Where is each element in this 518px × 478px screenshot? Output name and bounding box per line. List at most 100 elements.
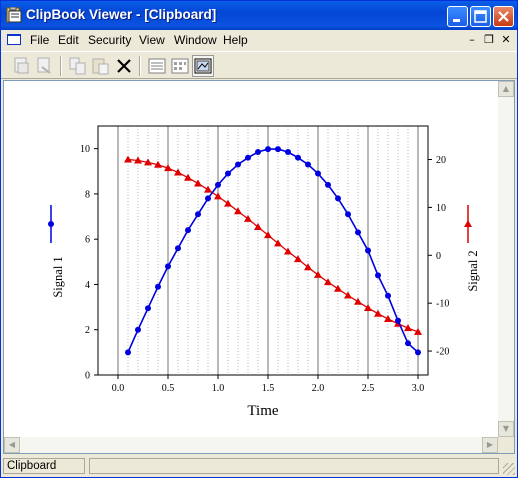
scroll-right-icon[interactable]: ▶ xyxy=(482,437,498,453)
data-point-signal-1 xyxy=(305,161,311,168)
menu-window[interactable]: Window xyxy=(174,33,217,47)
status-text: Clipboard xyxy=(3,458,85,474)
scroll-up-icon[interactable]: ▲ xyxy=(498,81,514,97)
status-bar: Clipboard xyxy=(1,456,517,477)
data-point-signal-1 xyxy=(145,305,151,312)
data-point-signal-2 xyxy=(244,214,252,222)
data-point-signal-2 xyxy=(174,168,182,176)
data-point-signal-1 xyxy=(155,283,161,290)
x-tick-label: 3.0 xyxy=(412,383,425,394)
series-line-signal-1 xyxy=(127,148,419,353)
full-page-icon xyxy=(194,58,212,74)
x-tick-label: 2.0 xyxy=(312,383,325,394)
data-point-signal-2 xyxy=(344,291,352,299)
y-left-tick-label: 4 xyxy=(85,280,90,291)
menu-bar: File Edit Security View Window Help – ❐ … xyxy=(1,30,517,50)
maximize-button[interactable] xyxy=(470,6,491,27)
table-of-contents-icon xyxy=(148,58,166,74)
table-of-contents-button[interactable] xyxy=(146,55,168,77)
data-point-signal-1 xyxy=(315,170,321,177)
data-point-signal-1 xyxy=(355,229,361,236)
data-point-signal-2 xyxy=(304,263,312,271)
x-tick-label: 2.5 xyxy=(362,383,375,394)
menu-edit[interactable]: Edit xyxy=(58,33,79,47)
data-point-signal-2 xyxy=(334,284,342,292)
data-point-signal-2 xyxy=(214,192,222,200)
clipboard-view: 0.0 0.5 1.0 1.5 2.0 2.5 3.0 0 2 4 6 8 10 -20 -10 0 10 20 T… xyxy=(3,80,515,454)
data-point-signal-2 xyxy=(314,270,322,278)
close-button[interactable] xyxy=(493,6,514,27)
paste-icon xyxy=(92,58,109,75)
toolbar xyxy=(1,51,517,79)
x-tick-label: 1.0 xyxy=(212,383,225,394)
data-point-signal-2 xyxy=(154,160,162,168)
full-page-button[interactable] xyxy=(192,55,214,77)
thumbnails-button[interactable] xyxy=(169,55,191,77)
disconnect-button[interactable] xyxy=(34,55,56,77)
horizontal-scrollbar[interactable]: ◀ ▶ xyxy=(4,437,498,453)
data-point-signal-2 xyxy=(144,158,152,166)
menu-file[interactable]: File xyxy=(30,33,50,47)
scroll-down-icon[interactable]: ▼ xyxy=(498,421,514,437)
data-point-signal-1 xyxy=(175,245,181,252)
chart: 0.0 0.5 1.0 1.5 2.0 2.5 3.0 0 2 4 6 8 10 -20 -10 0 10 20 T… xyxy=(48,125,480,419)
window-title: ClipBook Viewer - [Clipboard] xyxy=(26,7,217,22)
connect-button[interactable] xyxy=(11,55,33,77)
resize-grip[interactable] xyxy=(503,463,515,475)
data-point-signal-2 xyxy=(284,247,292,255)
data-point-signal-1 xyxy=(245,154,251,161)
data-point-signal-2 xyxy=(164,164,172,172)
clipbook-app-icon xyxy=(6,7,22,23)
paste-button[interactable] xyxy=(90,55,112,77)
data-point-signal-1 xyxy=(375,272,381,279)
copy-button[interactable] xyxy=(67,55,89,77)
data-point-signal-1 xyxy=(335,195,341,202)
delete-button[interactable] xyxy=(113,55,135,77)
y-right-tick-label: -20 xyxy=(436,347,449,358)
minimize-icon xyxy=(453,19,460,22)
legend-marker-signal-2 xyxy=(464,220,472,227)
document-window-icon[interactable] xyxy=(7,34,21,45)
data-point-signal-2 xyxy=(414,327,422,335)
data-point-signal-2 xyxy=(194,179,202,187)
data-point-signal-1 xyxy=(365,247,371,254)
toolbar-separator xyxy=(139,56,141,76)
data-point-signal-2 xyxy=(274,239,282,247)
data-point-signal-2 xyxy=(234,207,242,215)
data-point-signal-1 xyxy=(395,317,401,324)
menu-security[interactable]: Security xyxy=(88,33,132,47)
x-axis-label: Time xyxy=(247,403,278,419)
thumbnails-icon xyxy=(171,58,189,74)
data-point-signal-1 xyxy=(265,146,271,153)
maximize-icon xyxy=(474,10,487,23)
connect-icon xyxy=(14,57,29,74)
y-right-tick-label: 20 xyxy=(436,155,446,166)
toolbar-separator xyxy=(60,56,62,76)
y-right-tick-label: -10 xyxy=(436,299,449,310)
title-bar[interactable]: ClipBook Viewer - [Clipboard] xyxy=(1,1,517,30)
data-point-signal-2 xyxy=(324,278,332,286)
vertical-scrollbar[interactable]: ▲ ▼ xyxy=(498,81,514,437)
x-tick-label: 0.0 xyxy=(112,383,125,394)
scroll-left-icon[interactable]: ◀ xyxy=(4,437,20,453)
menu-help[interactable]: Help xyxy=(223,33,248,47)
data-point-signal-1 xyxy=(255,149,261,156)
data-point-signal-1 xyxy=(125,349,131,356)
child-minimize-icon[interactable]: – xyxy=(469,33,475,46)
y-left-tick-label: 10 xyxy=(80,144,90,155)
child-close-icon[interactable]: ✕ xyxy=(501,33,511,46)
data-point-signal-1 xyxy=(325,181,331,188)
data-point-signal-2 xyxy=(124,155,132,163)
data-point-signal-1 xyxy=(185,227,191,234)
y-left-tick-label: 6 xyxy=(85,235,90,246)
minimize-button[interactable] xyxy=(447,6,468,27)
data-point-signal-2 xyxy=(224,199,232,207)
data-point-signal-2 xyxy=(264,231,272,239)
child-restore-icon[interactable]: ❐ xyxy=(484,33,494,46)
menu-view[interactable]: View xyxy=(139,33,165,47)
disconnect-icon xyxy=(37,57,51,74)
y-right-axis-label: Signal 2 xyxy=(466,250,480,291)
x-tick-label: 1.5 xyxy=(262,383,275,394)
y-left-tick-label: 8 xyxy=(85,189,90,200)
copy-icon xyxy=(69,57,86,75)
